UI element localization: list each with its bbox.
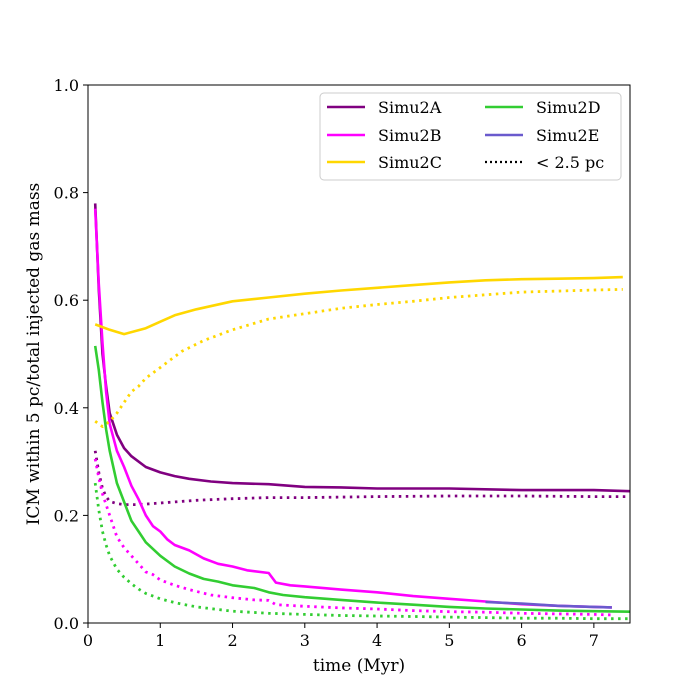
series-line-simu2d — [93, 345, 630, 613]
x-tick-label: 1 — [155, 631, 165, 650]
series-line-simu2c-2-5-pc — [94, 288, 623, 429]
x-tick-label: 5 — [444, 631, 454, 650]
series-line-simu2d-2-5-pc — [93, 482, 630, 621]
y-tick-label: 0.8 — [54, 184, 79, 203]
legend-label-simu2a: Simu2A — [378, 98, 442, 117]
x-tick-label: 4 — [372, 631, 382, 650]
x-tick-label: 3 — [300, 631, 310, 650]
x-tick-label: 2 — [227, 631, 237, 650]
series-line-simu2c — [94, 275, 623, 336]
legend-frame — [319, 92, 622, 181]
legend-label-simu2c: Simu2C — [378, 153, 442, 172]
y-tick-label: 0.0 — [54, 614, 79, 633]
legend-label-simu2e: Simu2E — [536, 126, 599, 145]
x-axis-title: time (Myr) — [313, 656, 405, 676]
plot-frame — [87, 84, 631, 624]
axes-layer: 0 1 2 3 4 5 6 7 0.0 0.2 0.4 0.6 0.8 1.0 — [54, 76, 631, 650]
legend-label-simu2b: Simu2B — [378, 126, 442, 145]
series-line-simu2e — [485, 600, 612, 609]
series-layer — [93, 203, 630, 621]
y-tick-label: 0.4 — [54, 399, 79, 418]
x-tick-label: 0 — [83, 631, 93, 650]
legend: Simu2A Simu2D Simu2B Simu2E Simu2C < 2.5 pc — [319, 92, 622, 181]
legend-label-simu2d: Simu2D — [536, 98, 601, 117]
legend-label-2-5-pc: < 2.5 pc — [536, 153, 604, 172]
x-tick-label: 7 — [589, 631, 599, 650]
y-axis-title: ICM within 5 pc/total injected gas mass — [24, 183, 44, 526]
series-line-simu2b — [93, 208, 612, 609]
y-tick-label: 0.2 — [54, 506, 79, 525]
x-tick-label: 6 — [517, 631, 527, 650]
y-tick-label: 1.0 — [54, 76, 79, 95]
y-tick-label: 0.6 — [54, 291, 79, 310]
